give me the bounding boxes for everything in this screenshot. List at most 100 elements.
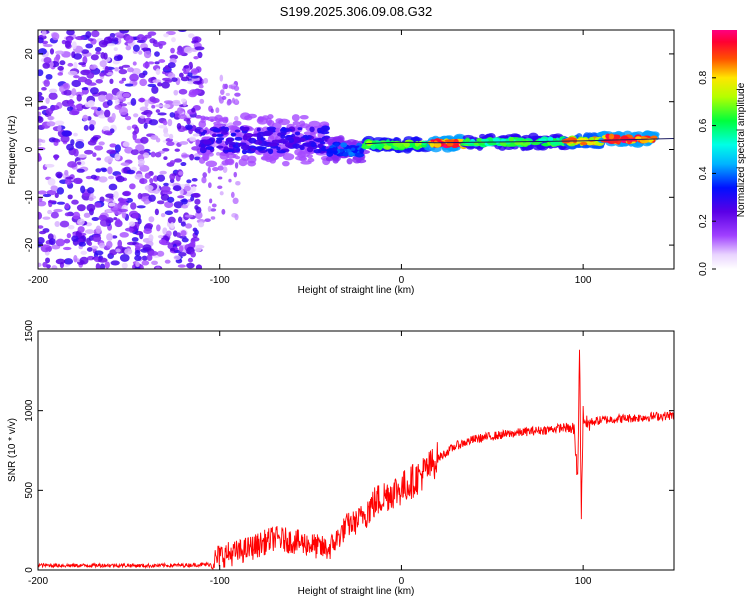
noise-blob — [143, 50, 152, 59]
noise-blob — [95, 78, 103, 84]
noise-blob — [152, 79, 162, 84]
snr-y-axis-label: SNR (10 * v/v) — [7, 418, 18, 482]
ridge-blob — [309, 126, 315, 133]
noise-blob — [91, 216, 100, 221]
ridge-halo — [267, 119, 275, 127]
noise-blob — [86, 203, 96, 212]
noise-blob — [94, 202, 102, 208]
noise-blob — [143, 34, 152, 39]
noise-blob — [48, 92, 58, 100]
noise-blob — [55, 171, 63, 178]
noise-blob — [84, 229, 95, 234]
noise-blob — [57, 72, 64, 76]
noise-blob — [106, 72, 114, 76]
noise-blob — [163, 156, 168, 161]
noise-blob — [42, 193, 52, 198]
ridge-blob — [547, 136, 554, 142]
noise-blob — [140, 136, 149, 144]
noise-blob — [64, 212, 71, 217]
noise-blob — [127, 67, 134, 73]
ridge-blob — [312, 138, 323, 142]
ridge-blob — [241, 126, 248, 132]
noise-blob — [221, 95, 227, 100]
noise-blob — [198, 221, 205, 228]
noise-blob — [86, 247, 93, 252]
noise-blob — [210, 216, 216, 220]
noise-blob — [154, 61, 160, 65]
noise-blob — [48, 238, 56, 246]
noise-blob — [51, 265, 58, 269]
noise-blob — [169, 173, 176, 181]
noise-blob — [215, 107, 220, 114]
noise-blob — [56, 187, 65, 195]
noise-blob — [117, 197, 124, 203]
noise-blob — [148, 234, 154, 242]
ridge-halo — [292, 120, 300, 126]
noise-blob — [77, 76, 88, 83]
spectrogram-noise-layer — [38, 30, 241, 269]
noise-blob — [38, 142, 42, 147]
noise-blob — [180, 76, 190, 82]
colorbar-tick-label: 0.2 — [698, 214, 709, 228]
noise-blob — [63, 238, 71, 244]
noise-blob — [142, 62, 150, 69]
ridge-halo — [291, 114, 300, 122]
noise-blob — [38, 138, 43, 143]
figure-title: S199.2025.306.09.08.G32 — [280, 4, 433, 19]
noise-blob — [44, 163, 55, 168]
noise-blob — [65, 176, 74, 180]
ridge-blob — [588, 136, 595, 141]
noise-blob — [217, 185, 223, 189]
noise-blob — [136, 205, 146, 209]
ridge-blob — [276, 150, 287, 154]
noise-blob — [198, 84, 204, 89]
noise-blob — [234, 92, 241, 97]
spectrogram-y-axis-label: Frequency (Hz) — [7, 116, 18, 185]
noise-blob — [136, 34, 146, 42]
spectrogram-x-axis-label: Height of straight line (km) — [298, 285, 415, 296]
noise-blob — [76, 161, 82, 165]
noise-blob — [160, 193, 170, 201]
noise-blob — [135, 144, 145, 152]
noise-blob — [84, 149, 94, 155]
noise-blob — [106, 99, 113, 106]
ridge-blob — [280, 126, 287, 132]
noise-blob — [134, 255, 142, 262]
noise-blob — [38, 95, 45, 102]
noise-blob — [38, 116, 44, 124]
noise-blob — [151, 260, 158, 265]
ridge-halo — [240, 154, 250, 161]
noise-blob — [174, 148, 180, 152]
ridge-blob — [383, 145, 392, 150]
noise-blob — [134, 249, 141, 257]
noise-blob — [38, 236, 45, 244]
noise-blob — [122, 141, 130, 147]
noise-blob — [177, 30, 187, 33]
noise-blob — [191, 89, 202, 94]
noise-blob — [130, 149, 139, 156]
noise-blob — [87, 255, 95, 261]
noise-blob — [94, 145, 104, 151]
noise-blob — [82, 56, 88, 65]
noise-blob — [194, 156, 201, 161]
noise-blob — [50, 211, 59, 219]
noise-blob — [157, 112, 167, 116]
noise-blob — [171, 37, 176, 43]
ridge-blob — [444, 139, 454, 143]
noise-blob — [172, 101, 181, 107]
noise-blob — [38, 37, 44, 44]
noise-blob — [45, 97, 50, 104]
noise-blob — [154, 51, 160, 57]
noise-blob — [219, 74, 224, 82]
ridge-halo — [267, 114, 274, 120]
ridge-blob — [223, 146, 229, 151]
noise-blob — [220, 89, 225, 95]
noise-blob — [189, 136, 197, 142]
noise-blob — [125, 45, 132, 51]
noise-blob — [81, 87, 90, 91]
noise-blob — [219, 191, 224, 196]
noise-blob — [64, 169, 69, 176]
noise-blob — [141, 260, 150, 266]
noise-blob — [111, 235, 118, 239]
